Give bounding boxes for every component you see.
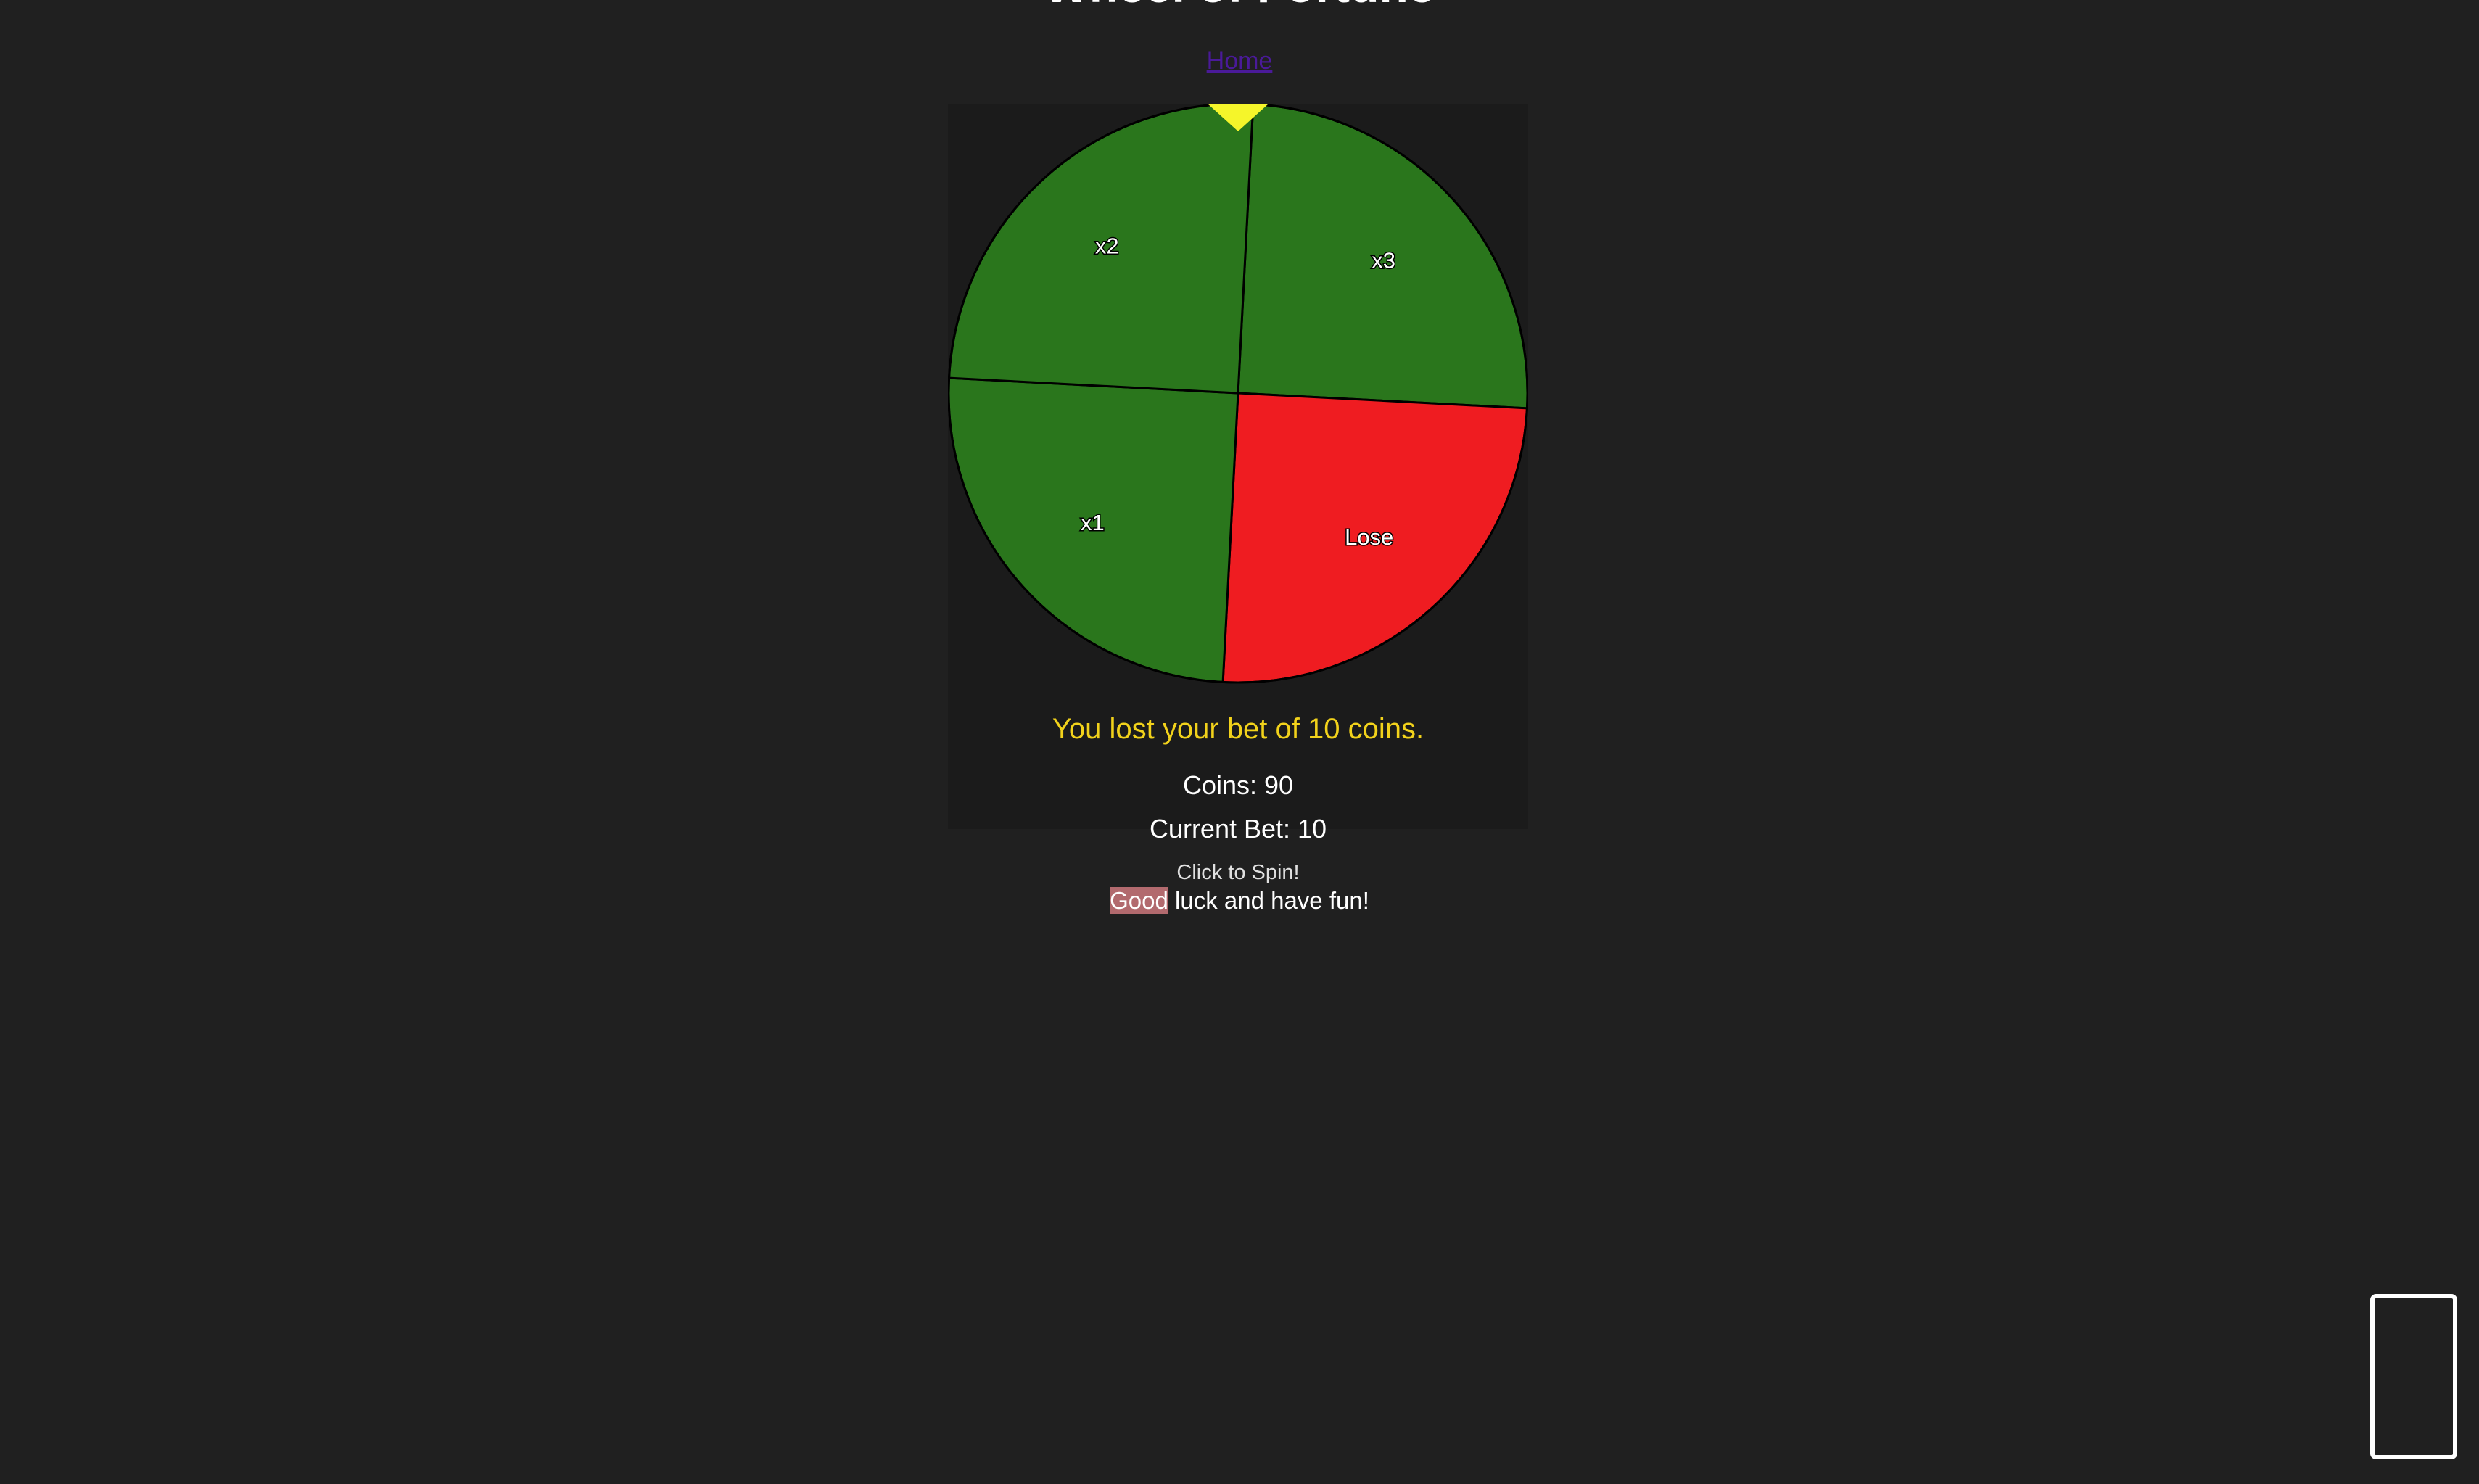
wheel[interactable]: x3 Lose x1 x2 (948, 104, 1528, 684)
page-title: Wheel of Fortune (0, 0, 2479, 15)
wheel-segment-label: x3 (1372, 247, 1395, 273)
spin-hint[interactable]: Click to Spin! (1176, 861, 1300, 884)
footer-rest-text: luck and have fun! (1168, 887, 1369, 914)
current-bet-display: Current Bet: 10 (1149, 814, 1327, 844)
coins-display: Coins: 90 (1182, 770, 1294, 800)
nav-home: Home (0, 45, 2479, 77)
corner-widget[interactable] (2370, 1294, 2457, 1459)
game-panel[interactable]: x3 Lose x1 x2 You lost your bet of 10 coins… (948, 104, 1528, 884)
result-message: You lost your bet of 10 coins. (1052, 713, 1424, 745)
wheel-segments: x3 Lose x1 x2 (948, 104, 1528, 684)
wheel-rim (948, 104, 1528, 684)
pointer-icon (1208, 104, 1269, 131)
wheel-segment-label: Lose (1345, 524, 1393, 550)
wheel-segment-label: x1 (1081, 510, 1105, 535)
footer-message: Good luck and have fun! (0, 885, 2479, 917)
wheel-segment-label: x2 (1095, 234, 1119, 259)
highlighted-word: Good (1110, 887, 1168, 914)
home-link[interactable]: Home (1206, 47, 1273, 75)
